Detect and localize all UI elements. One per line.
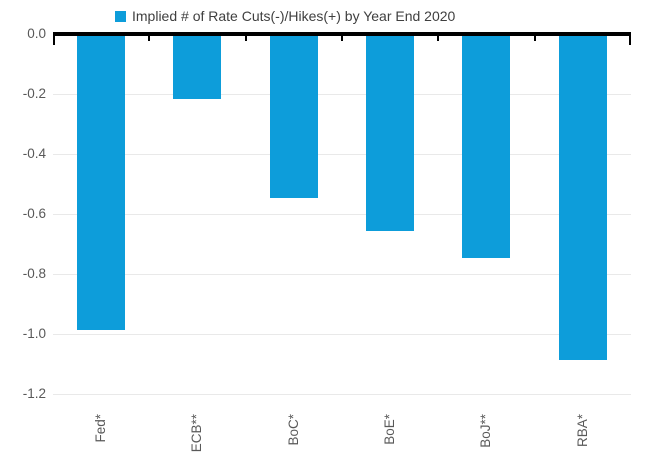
legend-label: Implied # of Rate Cuts(-)/Hikes(+) by Ye… [132, 8, 456, 24]
x-label-slot: Fed* [53, 414, 149, 468]
x-tick-label: ECB** [189, 414, 205, 453]
bar-slot [53, 36, 149, 412]
x-label-slot: BoE* [342, 414, 438, 468]
x-tick-label: BoC* [285, 414, 301, 446]
bar [269, 36, 318, 198]
bar [173, 36, 222, 99]
bar-slot [535, 36, 631, 412]
axis-tick [629, 34, 631, 45]
plot-area [53, 32, 631, 412]
y-tick-label: -1.2 [22, 386, 46, 401]
x-label-slot: ECB** [149, 414, 245, 468]
axis-tick [533, 34, 536, 41]
gridline [53, 214, 631, 215]
y-tick-label: 0.0 [27, 26, 46, 41]
y-tick-label: -1.0 [22, 326, 46, 341]
x-axis-labels: Fed* ECB** BoC* BoE* BoJ** RBA* [53, 414, 631, 468]
y-axis-labels: 0.0 -0.2 -0.4 -0.6 -0.8 -1.0 -1.2 [0, 0, 46, 468]
legend-swatch-icon [115, 10, 126, 22]
x-tick-label: RBA* [574, 414, 590, 448]
y-tick-label: -0.2 [22, 86, 46, 101]
bar-slot [342, 36, 438, 412]
x-tick-label: BoE* [382, 414, 398, 445]
y-tick-label: -0.4 [22, 146, 46, 161]
gridline [53, 394, 631, 395]
bar [366, 36, 415, 231]
bar-slot [246, 36, 342, 412]
bar [77, 36, 126, 330]
axis-tick [341, 34, 343, 41]
bar-slot [438, 36, 534, 412]
axis-tick [148, 34, 151, 41]
axis-tick [53, 34, 55, 45]
y-tick-label: -0.8 [22, 266, 46, 281]
gridline [53, 334, 631, 335]
bar [462, 36, 511, 258]
y-tick-label: -0.6 [22, 206, 46, 221]
x-label-slot: RBA* [535, 414, 631, 468]
bar-slot [149, 36, 245, 412]
axis-tick [244, 34, 247, 41]
x-tick-label: Fed* [93, 414, 109, 443]
x-label-slot: BoC* [246, 414, 342, 468]
bar [558, 36, 607, 360]
gridline [53, 274, 631, 275]
axis-tick [437, 34, 440, 41]
gridline [53, 154, 631, 155]
bar-series [53, 36, 631, 412]
x-tick-label: BoJ** [478, 414, 494, 448]
x-label-slot: BoJ** [438, 414, 534, 468]
legend: Implied # of Rate Cuts(-)/Hikes(+) by Ye… [115, 8, 455, 24]
gridline [53, 94, 631, 95]
